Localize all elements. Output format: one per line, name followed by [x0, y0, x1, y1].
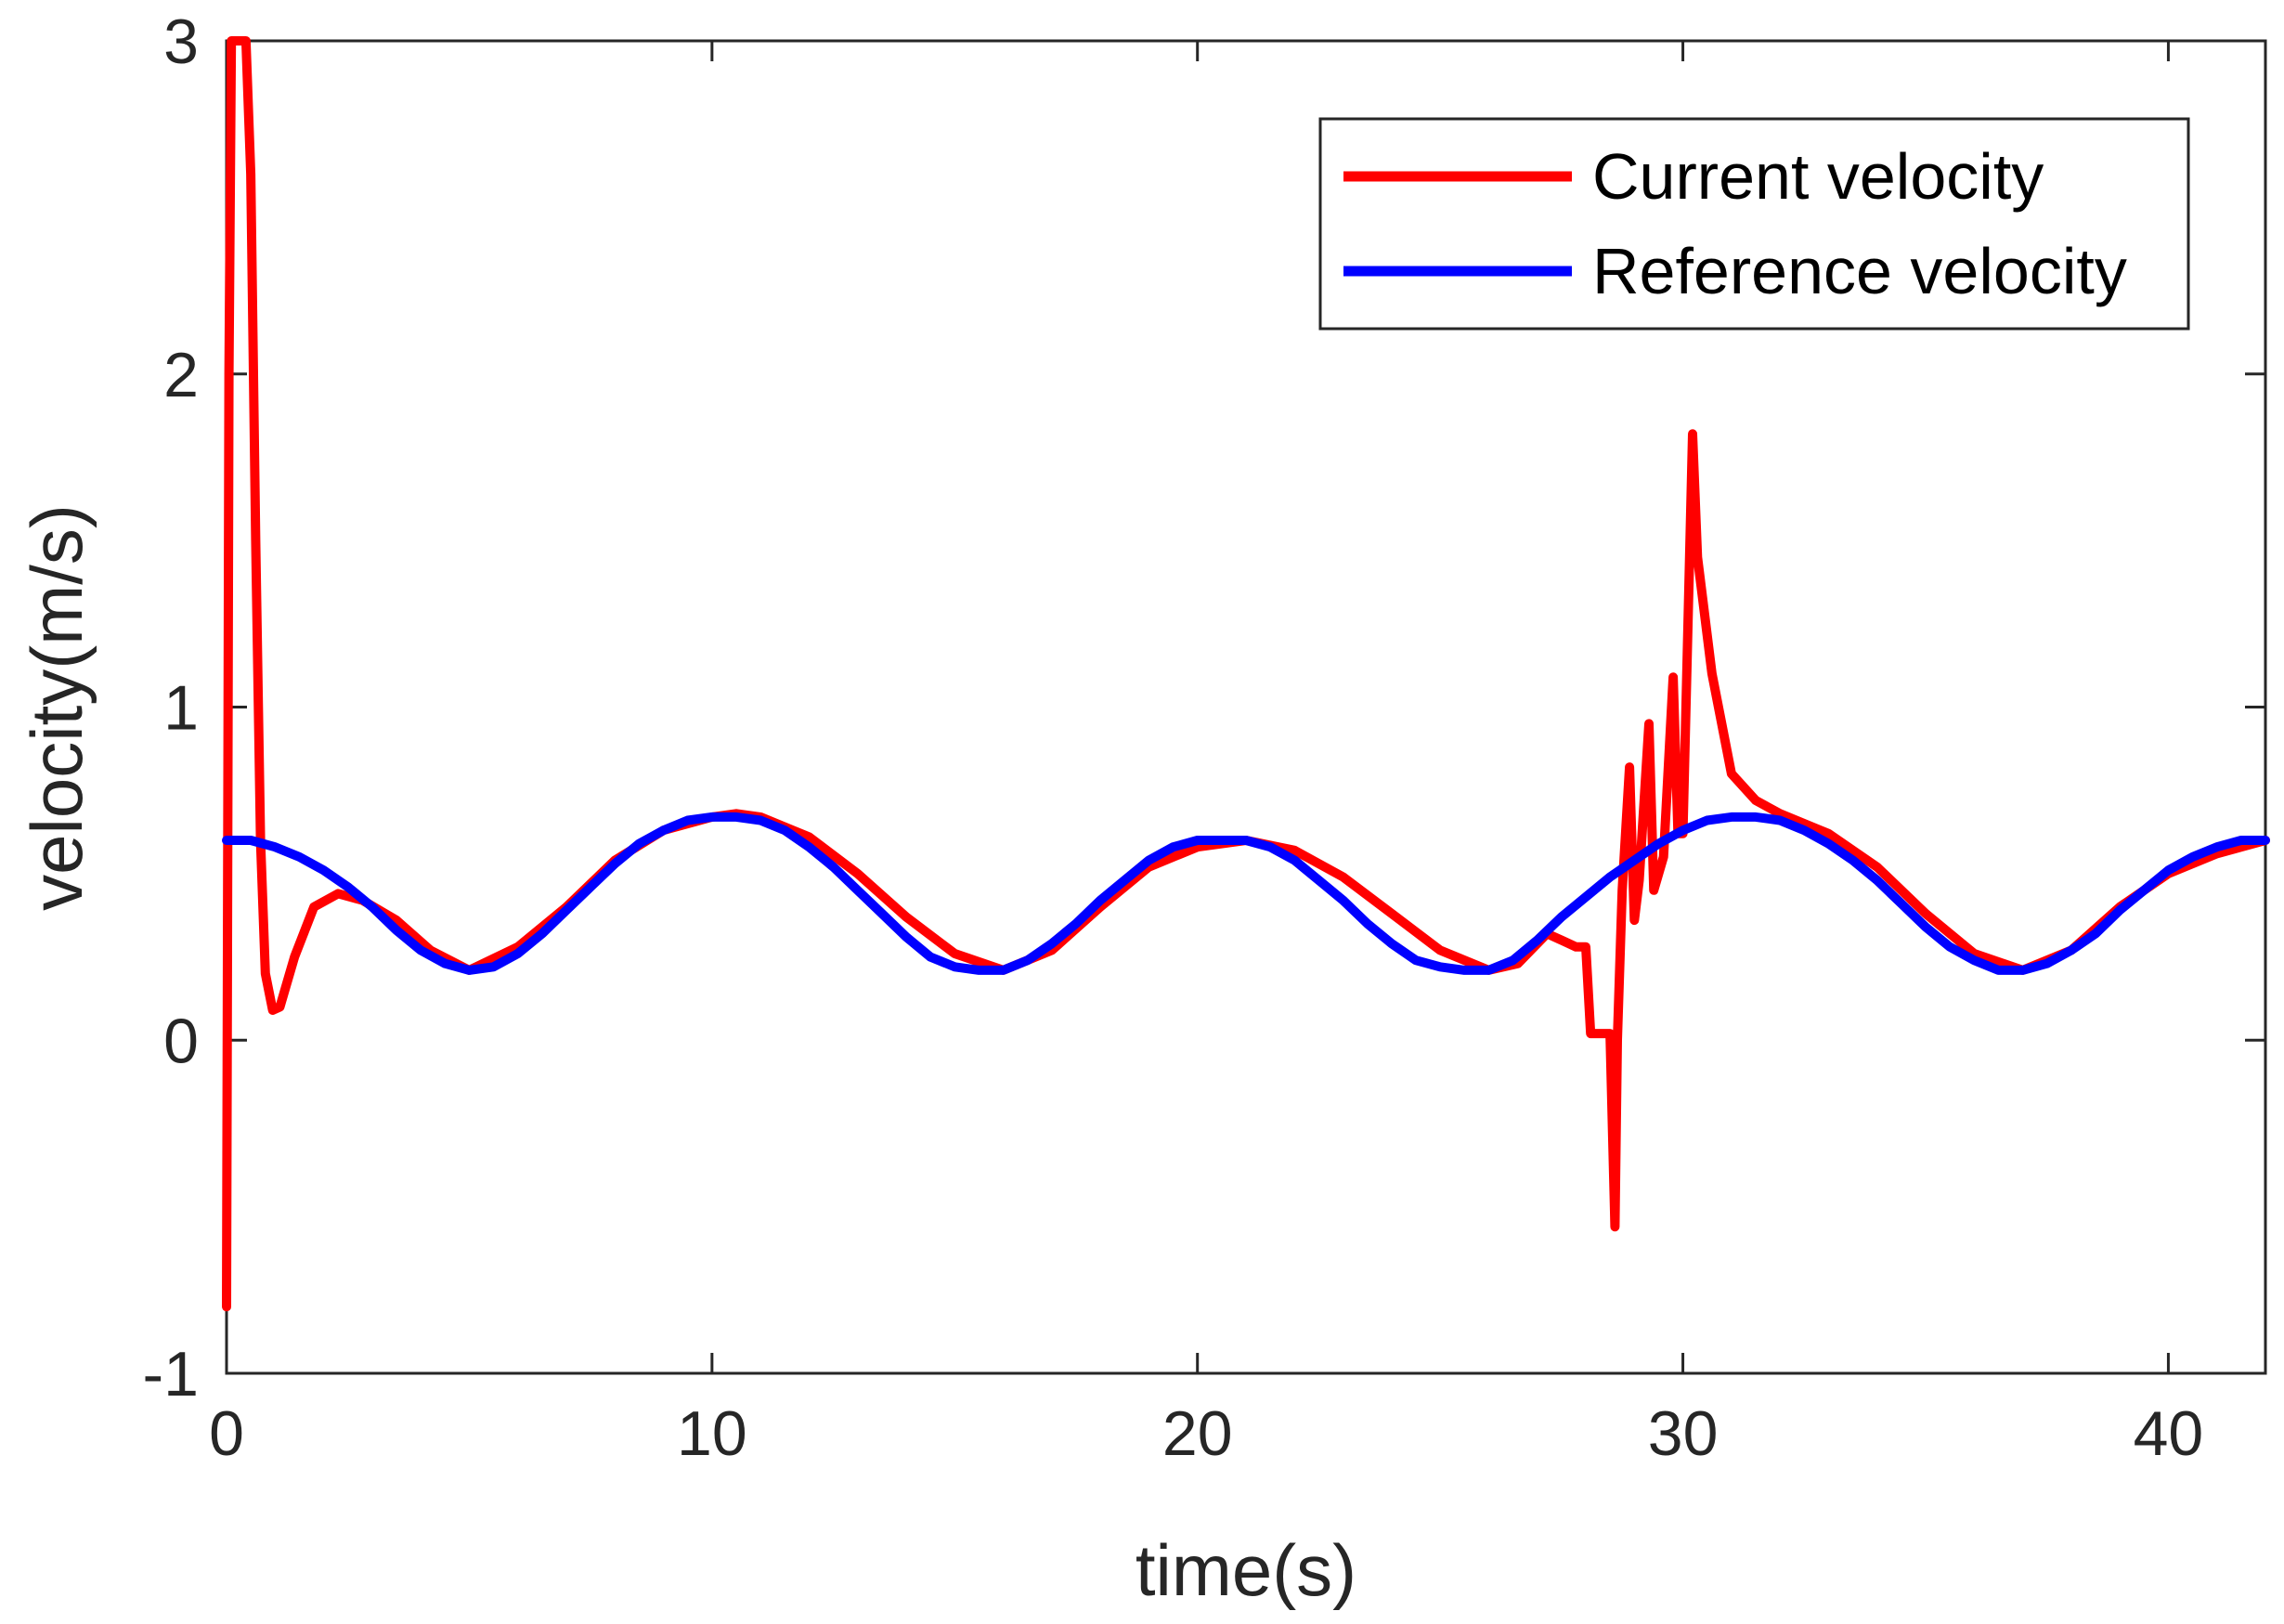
- series-group: [222, 36, 2270, 1312]
- y-tick-label-2: 2: [163, 340, 199, 410]
- y-axis-label: velocity(m/s): [16, 504, 97, 911]
- x-tick-label-0: 0: [209, 1398, 244, 1469]
- legend-box: [1318, 117, 2190, 331]
- x-tick-label-20: 20: [1162, 1398, 1233, 1469]
- legend: Current velocity Reference velocity: [1318, 117, 2190, 331]
- series-line-current-velocity: [222, 36, 2270, 1312]
- x-tick-label-30: 30: [1648, 1398, 1719, 1469]
- x-axis-label: time(s): [1136, 1529, 1356, 1611]
- y-tick-label-0: 0: [163, 1006, 199, 1076]
- y-tick-label-1: 1: [163, 673, 199, 744]
- x-tick-label-40: 40: [2134, 1398, 2204, 1469]
- legend-label-reference-velocity: Reference velocity: [1592, 235, 2127, 307]
- labels-group: time(s) velocity(m/s): [16, 504, 1356, 1611]
- y-tick-label-3: 3: [163, 6, 199, 77]
- y-tick-label--1: -1: [143, 1339, 199, 1410]
- series-line-reference-velocity: [222, 812, 2270, 975]
- x-tick-label-10: 10: [677, 1398, 747, 1469]
- legend-label-current-velocity: Current velocity: [1592, 140, 2044, 213]
